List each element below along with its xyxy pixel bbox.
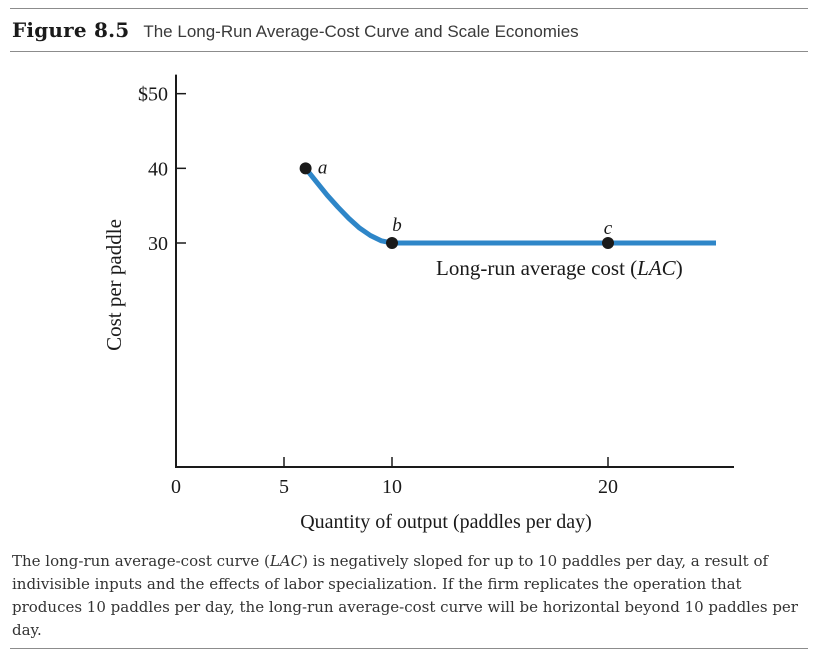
curve-label: Long-run average cost (LAC) [436,256,683,280]
point-a [299,162,312,175]
curve-label-italic: LAC [636,256,677,280]
figure-caption: The long-run average-cost curve (LAC) is… [12,550,812,642]
axes [175,74,734,468]
x-tick-label: 10 [382,476,402,498]
x-tick-label: 0 [171,476,181,498]
curve-label-prefix: Long-run average cost ( [436,256,637,280]
y-tick-label: 30 [148,233,168,255]
point-label-b: b [392,215,402,236]
points-layer: a b c [299,157,614,249]
figure-header: Figure 8.5 The Long-Run Average-Cost Curv… [12,18,802,46]
point-label-c: c [604,218,613,239]
point-b [386,237,398,249]
x-tick-label: 20 [598,476,618,498]
point-c [602,237,614,249]
ticks: 30 40 $50 0 5 10 20 [138,84,618,498]
curve-label-suffix: ) [676,256,683,280]
y-axis-label: Cost per paddle [102,219,126,351]
point-label-a: a [318,157,328,178]
y-tick-label: 40 [148,158,168,180]
lac-chart: Cost per paddle 30 40 $50 0 5 10 20 a b c Long-r… [102,74,734,533]
x-tick-label: 5 [279,476,289,498]
caption-part1: The long-run average-cost curve ( [12,552,270,570]
bottom-rule [10,648,808,649]
lac-curve [303,166,716,246]
x-axis-label: Quantity of output (paddles per day) [300,511,592,533]
figure-label: Figure 8.5 [12,18,130,42]
header-rule [10,51,808,52]
y-tick-label: $50 [138,84,168,106]
caption-part2: ) is negatively sloped for up to 10 padd… [12,552,798,639]
caption-italic: LAC [269,552,303,570]
figure-title: The Long-Run Average-Cost Curve and Scal… [143,22,579,41]
series-layer [303,166,716,246]
top-rule [10,8,808,9]
